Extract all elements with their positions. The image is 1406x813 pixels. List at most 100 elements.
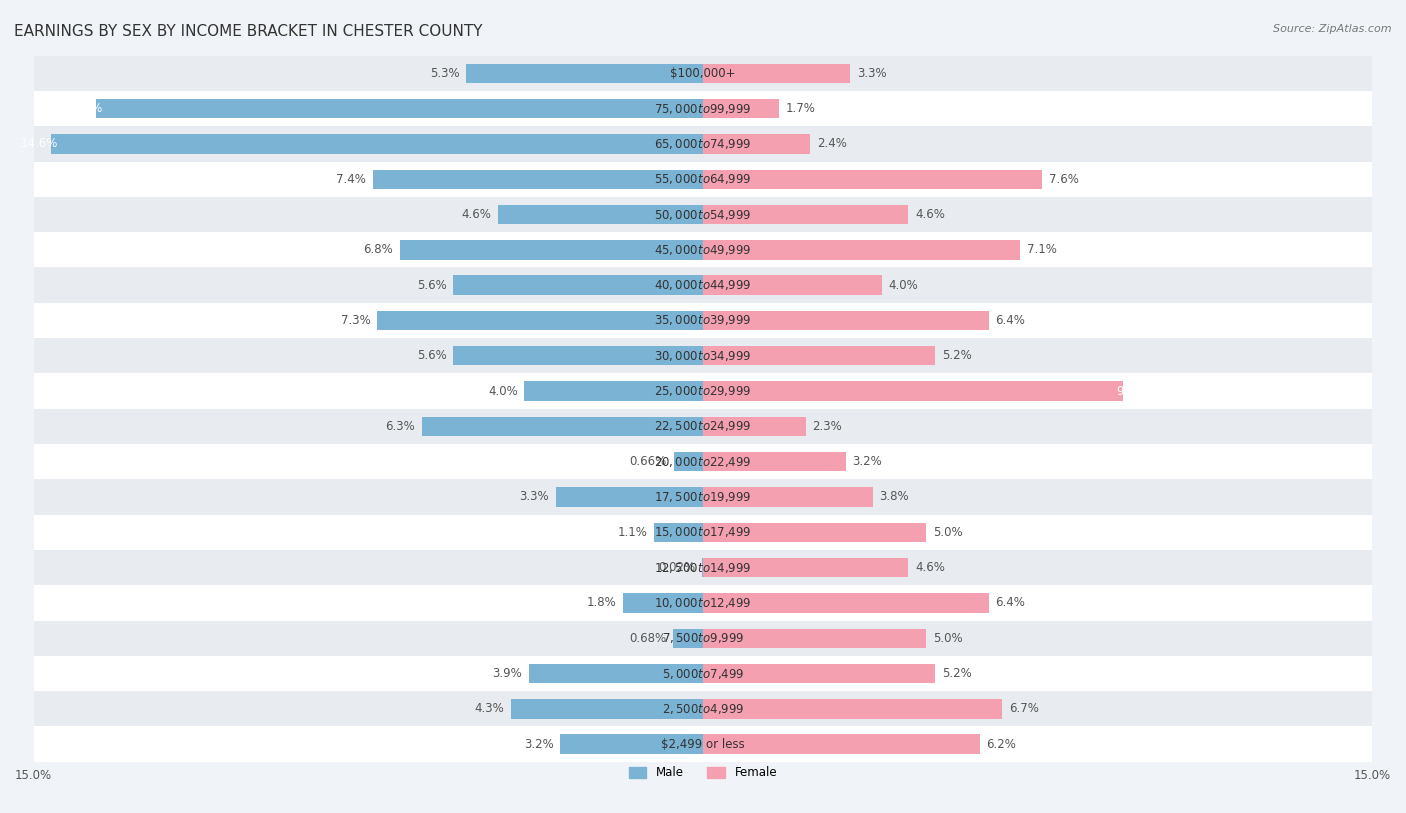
Bar	[703, 593, 988, 613]
Bar	[703, 558, 908, 577]
Text: $100,000+: $100,000+	[671, 67, 735, 80]
Text: $22,500 to $24,999: $22,500 to $24,999	[654, 420, 752, 433]
Text: 3.8%: 3.8%	[879, 490, 908, 503]
Bar	[703, 734, 980, 754]
Text: 3.2%: 3.2%	[524, 737, 554, 750]
Bar	[34, 480, 1372, 515]
Bar	[703, 170, 1042, 189]
Text: 3.3%: 3.3%	[519, 490, 548, 503]
Bar	[34, 302, 1372, 338]
Bar	[703, 452, 846, 472]
Text: 2.3%: 2.3%	[813, 420, 842, 433]
Text: 5.0%: 5.0%	[932, 632, 963, 645]
Bar	[560, 734, 703, 754]
Bar	[703, 99, 779, 119]
Text: 7.4%: 7.4%	[336, 172, 366, 185]
Text: 6.4%: 6.4%	[995, 597, 1025, 610]
Text: $12,500 to $14,999: $12,500 to $14,999	[654, 561, 752, 575]
Text: $25,000 to $29,999: $25,000 to $29,999	[654, 384, 752, 398]
Text: 0.68%: 0.68%	[628, 632, 666, 645]
Text: $65,000 to $74,999: $65,000 to $74,999	[654, 137, 752, 151]
Bar	[703, 63, 851, 83]
Bar	[453, 276, 703, 295]
Text: Source: ZipAtlas.com: Source: ZipAtlas.com	[1274, 24, 1392, 34]
Text: 6.4%: 6.4%	[995, 314, 1025, 327]
Bar	[373, 170, 703, 189]
Text: EARNINGS BY SEX BY INCOME BRACKET IN CHESTER COUNTY: EARNINGS BY SEX BY INCOME BRACKET IN CHE…	[14, 24, 482, 39]
Bar	[703, 381, 1122, 401]
Bar	[467, 63, 703, 83]
Text: 0.66%: 0.66%	[630, 455, 666, 468]
Text: $30,000 to $34,999: $30,000 to $34,999	[654, 349, 752, 363]
Text: $20,000 to $22,499: $20,000 to $22,499	[654, 454, 752, 468]
Bar	[453, 346, 703, 366]
Text: 13.6%: 13.6%	[66, 102, 103, 115]
Bar	[703, 417, 806, 436]
Bar	[34, 197, 1372, 233]
Bar	[498, 205, 703, 224]
Bar	[34, 620, 1372, 656]
Bar	[34, 233, 1372, 267]
Text: 3.9%: 3.9%	[492, 667, 522, 680]
Bar	[703, 311, 988, 330]
Bar	[703, 205, 908, 224]
Text: 5.6%: 5.6%	[416, 279, 446, 292]
Text: 7.3%: 7.3%	[340, 314, 371, 327]
Text: 5.6%: 5.6%	[416, 350, 446, 363]
Bar	[34, 338, 1372, 373]
Text: $50,000 to $54,999: $50,000 to $54,999	[654, 207, 752, 221]
Text: $15,000 to $17,499: $15,000 to $17,499	[654, 525, 752, 539]
Text: 3.2%: 3.2%	[852, 455, 882, 468]
Text: 1.7%: 1.7%	[786, 102, 815, 115]
Bar	[34, 409, 1372, 444]
Text: 1.1%: 1.1%	[617, 526, 647, 539]
Bar	[512, 699, 703, 719]
Bar	[34, 267, 1372, 302]
Bar	[34, 585, 1372, 620]
Text: 6.3%: 6.3%	[385, 420, 415, 433]
Text: $7,500 to $9,999: $7,500 to $9,999	[662, 631, 744, 646]
Bar	[34, 656, 1372, 691]
Text: $35,000 to $39,999: $35,000 to $39,999	[654, 314, 752, 328]
Text: 4.0%: 4.0%	[889, 279, 918, 292]
Text: 2.4%: 2.4%	[817, 137, 846, 150]
Text: $40,000 to $44,999: $40,000 to $44,999	[654, 278, 752, 292]
Bar	[34, 55, 1372, 91]
Bar	[703, 628, 927, 648]
Text: $10,000 to $12,499: $10,000 to $12,499	[654, 596, 752, 610]
Text: 0.02%: 0.02%	[658, 561, 696, 574]
Bar	[34, 550, 1372, 585]
Text: 9.4%: 9.4%	[1116, 385, 1146, 398]
Text: 5.3%: 5.3%	[430, 67, 460, 80]
Bar	[703, 664, 935, 683]
Bar	[34, 126, 1372, 162]
Text: 6.7%: 6.7%	[1008, 702, 1039, 715]
Bar	[703, 487, 873, 506]
Bar	[52, 134, 703, 154]
Bar	[34, 515, 1372, 550]
Text: 5.2%: 5.2%	[942, 667, 972, 680]
Bar	[96, 99, 703, 119]
Bar	[529, 664, 703, 683]
Bar	[555, 487, 703, 506]
Text: $55,000 to $64,999: $55,000 to $64,999	[654, 172, 752, 186]
Bar	[377, 311, 703, 330]
Text: 4.6%: 4.6%	[915, 561, 945, 574]
Text: $75,000 to $99,999: $75,000 to $99,999	[654, 102, 752, 115]
Text: $2,499 or less: $2,499 or less	[661, 737, 745, 750]
Bar	[399, 240, 703, 259]
Text: $2,500 to $4,999: $2,500 to $4,999	[662, 702, 744, 715]
Bar	[703, 276, 882, 295]
Bar	[34, 162, 1372, 197]
Bar	[34, 691, 1372, 727]
Legend: Male, Female: Male, Female	[624, 762, 782, 785]
Text: 6.8%: 6.8%	[363, 243, 392, 256]
Bar	[34, 727, 1372, 762]
Bar	[703, 523, 927, 542]
Text: 1.8%: 1.8%	[586, 597, 616, 610]
Text: 5.2%: 5.2%	[942, 350, 972, 363]
Text: 14.6%: 14.6%	[21, 137, 58, 150]
Bar	[34, 91, 1372, 126]
Text: 3.3%: 3.3%	[858, 67, 887, 80]
Text: 7.6%: 7.6%	[1049, 172, 1078, 185]
